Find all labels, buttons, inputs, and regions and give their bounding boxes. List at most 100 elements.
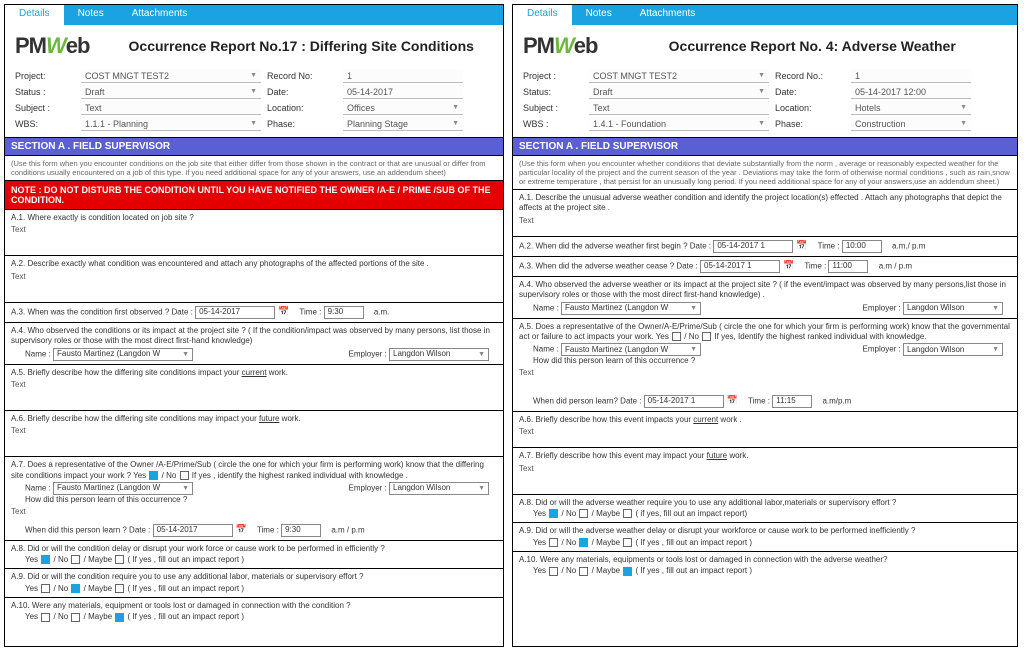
wbs-field[interactable]: 1.4.1 - Foundation▼	[589, 117, 769, 131]
tab-details[interactable]: Details	[5, 5, 64, 25]
project-label: Project:	[15, 71, 75, 81]
no-checkbox[interactable]	[579, 509, 588, 518]
q-a8: A.8. Did or will the adverse weather req…	[513, 495, 1017, 524]
record-field[interactable]: 1	[851, 69, 971, 83]
phase-field[interactable]: Construction▼	[851, 117, 971, 131]
a5-textarea[interactable]: Text	[11, 379, 497, 407]
chevron-down-icon: ▼	[250, 88, 257, 95]
tab-details[interactable]: Details	[513, 5, 572, 25]
no-checkbox[interactable]	[71, 613, 80, 622]
calendar-icon[interactable]: 📅	[783, 260, 794, 272]
a2-textarea[interactable]: Text	[11, 271, 497, 299]
calendar-icon[interactable]: 📅	[796, 240, 807, 252]
chevron-down-icon: ▼	[690, 304, 697, 313]
status-field[interactable]: Draft▼	[589, 85, 769, 99]
calendar-icon[interactable]: 📅	[236, 524, 247, 536]
q-a2: A.2. When did the adverse weather first …	[513, 237, 1017, 257]
chevron-down-icon: ▼	[478, 484, 485, 493]
date-label: Date:	[775, 87, 845, 97]
a1-textarea[interactable]: Text	[11, 224, 497, 252]
a4-name-field[interactable]: Fausto Martinez (Langdon W▼	[53, 348, 193, 361]
maybe-checkbox[interactable]	[115, 613, 124, 622]
location-field[interactable]: Hotels▼	[851, 101, 971, 115]
maybe-checkbox[interactable]	[115, 584, 124, 593]
chevron-down-icon: ▼	[960, 104, 967, 111]
a5-textarea[interactable]: Text	[519, 367, 1011, 395]
panel-differing-site: Details Notes Attachments PMWeb Occurren…	[4, 4, 504, 647]
a6-textarea[interactable]: Text	[11, 425, 497, 453]
tab-attachments[interactable]: Attachments	[626, 5, 710, 25]
a3-date-field[interactable]: 05-14-2017	[195, 306, 275, 319]
a4-name-field[interactable]: Fausto Martinez (Langdon W▼	[561, 302, 701, 315]
maybe-checkbox[interactable]	[623, 509, 632, 518]
q-a3: A.3. When was the condition first observ…	[5, 303, 503, 323]
no-checkbox[interactable]	[71, 584, 80, 593]
location-label: Location:	[775, 103, 845, 113]
yes-checkbox[interactable]	[672, 332, 681, 341]
no-checkbox[interactable]	[180, 471, 189, 480]
a7-employer-field[interactable]: Langdon Wilson▼	[389, 482, 489, 495]
no-checkbox[interactable]	[71, 555, 80, 564]
a4-employer-field[interactable]: Langdon Wilson▼	[903, 302, 1003, 315]
location-field[interactable]: Offices▼	[343, 101, 463, 115]
q-a1: A.1. Describe the unusual adverse weathe…	[513, 190, 1017, 237]
record-field[interactable]: 1	[343, 69, 463, 83]
date-field[interactable]: 05-14-2017	[343, 85, 463, 99]
a6-textarea[interactable]: Text	[519, 426, 1011, 444]
chevron-down-icon: ▼	[182, 350, 189, 359]
no-checkbox[interactable]	[702, 332, 711, 341]
yes-checkbox[interactable]	[41, 555, 50, 564]
yes-checkbox[interactable]	[41, 613, 50, 622]
meta-grid: Project: COST MNGT TEST2▼ Record No: 1 S…	[5, 67, 503, 137]
a7-textarea[interactable]: Text	[519, 463, 1011, 491]
a5-name-field[interactable]: Fausto Martinez (Langdon W▼	[561, 343, 701, 356]
a3-time-field[interactable]: 11:00	[828, 260, 868, 273]
a5-employer-field[interactable]: Langdon Wilson▼	[903, 343, 1003, 356]
status-field[interactable]: Draft▼	[81, 85, 261, 99]
chevron-down-icon: ▼	[758, 88, 765, 95]
a5-when-date[interactable]: 05-14-2017 1	[644, 395, 724, 408]
a7-name-field[interactable]: Fausto Martinez (Langdon W▼	[53, 482, 193, 495]
a3-date-field[interactable]: 05-14-2017 1	[700, 260, 780, 273]
yes-checkbox[interactable]	[549, 509, 558, 518]
calendar-icon[interactable]: 📅	[278, 306, 289, 318]
subject-field[interactable]: Text	[589, 101, 769, 115]
a2-date-field[interactable]: 05-14-2017 1	[713, 240, 793, 253]
chevron-down-icon: ▼	[250, 72, 257, 79]
a2-time-field[interactable]: 10:00	[842, 240, 882, 253]
maybe-checkbox[interactable]	[623, 538, 632, 547]
q-a1: A.1. Where exactly is condition located …	[5, 210, 503, 256]
no-checkbox[interactable]	[579, 567, 588, 576]
maybe-checkbox[interactable]	[623, 567, 632, 576]
instructions: (Use this form when you encounter condit…	[5, 156, 503, 181]
yes-checkbox[interactable]	[41, 584, 50, 593]
tab-notes[interactable]: Notes	[572, 5, 626, 25]
a4-employer-field[interactable]: Langdon Wilson▼	[389, 348, 489, 361]
a7-when-time[interactable]: 9:30	[281, 524, 321, 537]
a3-time-field[interactable]: 9:30	[324, 306, 364, 319]
maybe-checkbox[interactable]	[115, 555, 124, 564]
status-label: Status :	[15, 87, 75, 97]
no-checkbox[interactable]	[579, 538, 588, 547]
tab-notes[interactable]: Notes	[64, 5, 118, 25]
section-a-header: SECTION A . FIELD SUPERVISOR	[513, 137, 1017, 156]
yes-checkbox[interactable]	[149, 471, 158, 480]
q-a8: A.8. Did or will the condition delay or …	[5, 541, 503, 570]
yes-checkbox[interactable]	[549, 538, 558, 547]
subject-field[interactable]: Text	[81, 101, 261, 115]
a7-when-date[interactable]: 05-14-2017	[153, 524, 233, 537]
chevron-down-icon: ▼	[452, 104, 459, 111]
project-field[interactable]: COST MNGT TEST2▼	[81, 69, 261, 83]
tab-attachments[interactable]: Attachments	[118, 5, 202, 25]
q-a7: A.7. Does a representative of the Owner …	[5, 457, 503, 540]
chevron-down-icon: ▼	[758, 120, 765, 127]
a5-when-time[interactable]: 11:15	[772, 395, 812, 408]
calendar-icon[interactable]: 📅	[727, 395, 738, 407]
date-field[interactable]: 05-14-2017 12:00	[851, 85, 971, 99]
wbs-field[interactable]: 1.1.1 - Planning▼	[81, 117, 261, 131]
a1-textarea[interactable]: Text	[519, 215, 1011, 233]
phase-field[interactable]: Planning Stage▼	[343, 117, 463, 131]
a7-textarea[interactable]: Text	[11, 506, 497, 524]
yes-checkbox[interactable]	[549, 567, 558, 576]
project-field[interactable]: COST MNGT TEST2▼	[589, 69, 769, 83]
